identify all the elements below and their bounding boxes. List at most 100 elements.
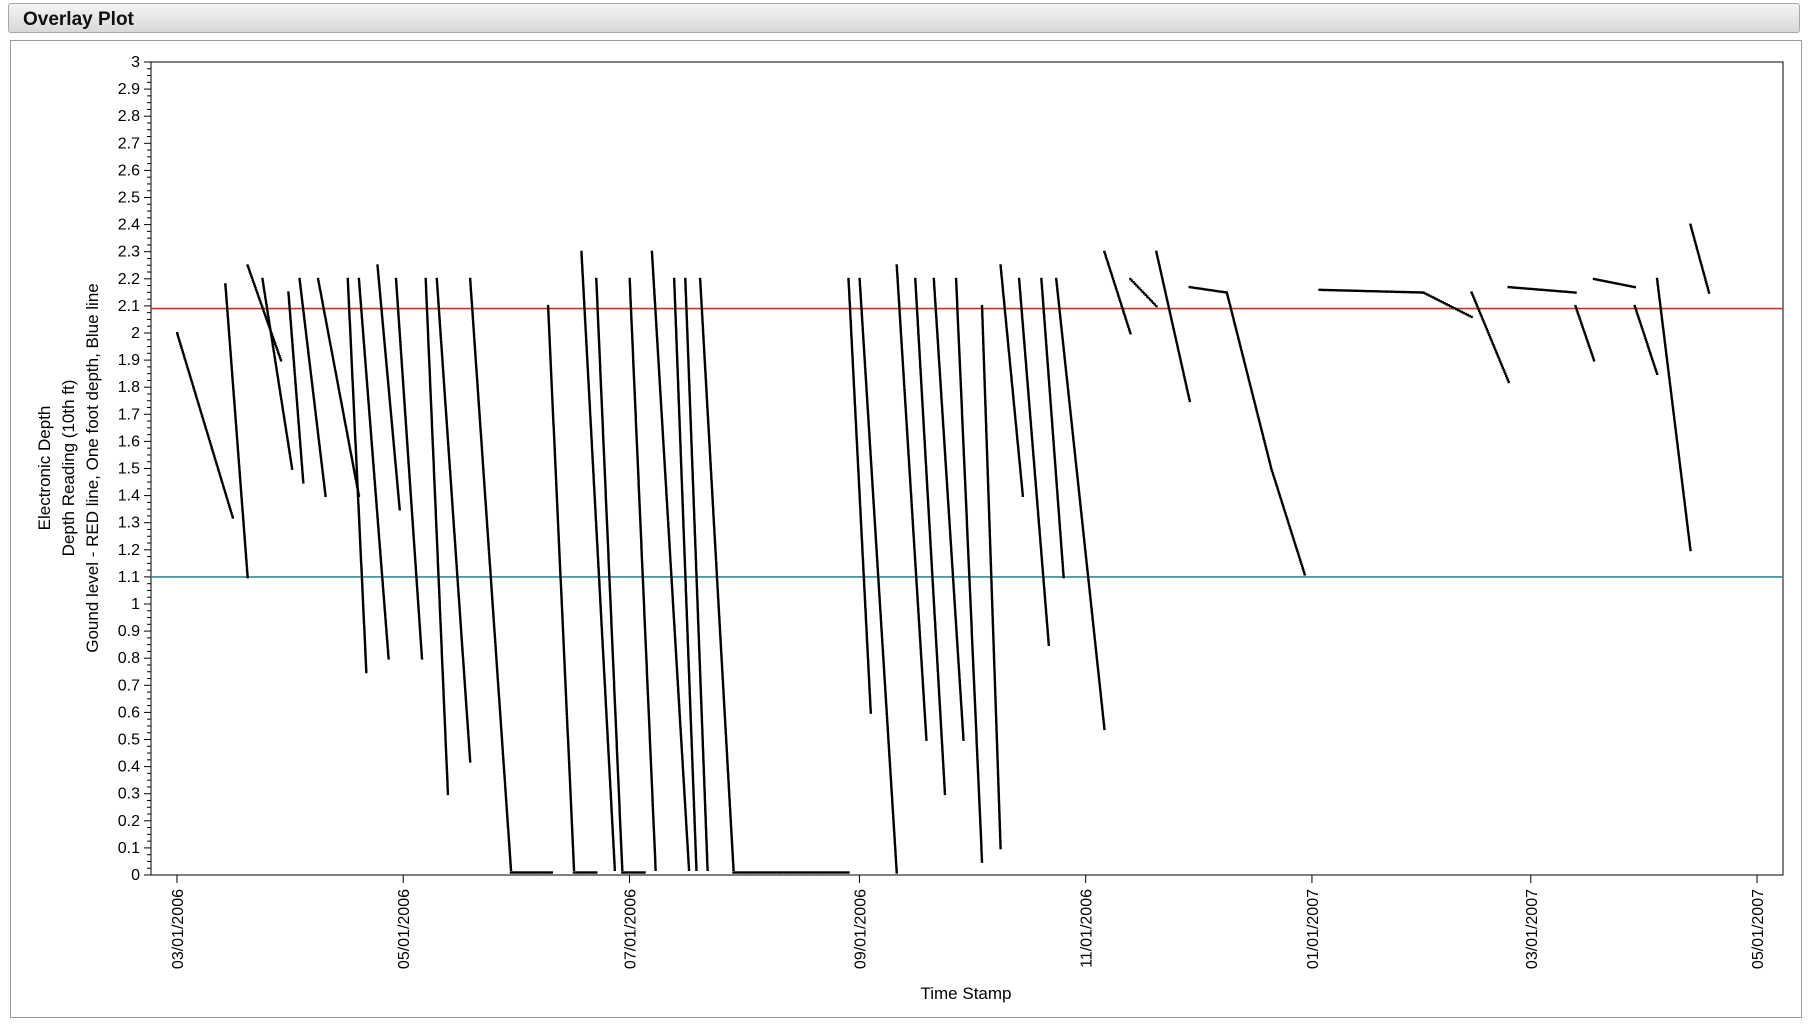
data-point (350, 356, 353, 360)
data-point (697, 629, 700, 632)
data-point (394, 459, 397, 463)
data-point (875, 557, 879, 560)
data-point (266, 319, 269, 323)
data-point (362, 604, 365, 608)
data-point (355, 473, 359, 476)
data-point (317, 280, 320, 283)
data-point (855, 431, 858, 435)
data-point (376, 519, 379, 522)
data-point (209, 442, 212, 445)
data-point (869, 460, 873, 463)
data-point (443, 709, 446, 712)
data-point (619, 824, 622, 828)
data-point (552, 432, 556, 435)
data-point (570, 817, 573, 821)
data-point (597, 567, 600, 570)
data-point (881, 642, 884, 646)
data-point (503, 782, 507, 786)
data-point (358, 530, 361, 533)
data-point (699, 282, 702, 285)
data-point (420, 648, 423, 651)
data-point (690, 440, 693, 443)
data-point (872, 499, 875, 503)
data-point (712, 515, 715, 518)
data-point (595, 534, 598, 537)
data-point (652, 285, 656, 289)
data-point (648, 734, 651, 737)
data-point (565, 718, 569, 722)
data-point (326, 327, 329, 331)
data-point (426, 315, 429, 318)
data-point (685, 598, 688, 601)
data-point (277, 352, 280, 356)
data-point (864, 378, 868, 382)
data-point (475, 374, 479, 377)
data-point (491, 609, 495, 612)
data-point (336, 381, 339, 385)
y-tick-label: 1.2 (118, 542, 140, 559)
data-point (614, 728, 618, 731)
data-point (853, 398, 856, 402)
data-point (406, 453, 410, 456)
data-point (699, 681, 702, 685)
data-point (350, 367, 354, 371)
data-point (438, 612, 442, 615)
data-point (490, 583, 493, 586)
data-point (436, 293, 440, 296)
data-point (874, 530, 877, 533)
data-point (310, 378, 313, 381)
data-point (685, 613, 688, 617)
data-point (899, 323, 902, 326)
data-point (732, 868, 735, 871)
data-point (350, 453, 353, 456)
data-point (559, 580, 562, 583)
data-point (602, 435, 605, 439)
data-point (647, 699, 650, 702)
data-point (677, 688, 680, 691)
data-point (483, 482, 486, 485)
data-point (398, 508, 401, 511)
data-point (474, 363, 478, 366)
data-point (407, 457, 410, 460)
data-point (709, 466, 712, 470)
data-point (682, 521, 685, 524)
data-point (367, 398, 370, 401)
data-point (608, 778, 612, 781)
data-point (290, 463, 293, 466)
data-point (393, 448, 396, 452)
data-point (647, 712, 650, 715)
data-point (548, 340, 551, 343)
data-point (590, 442, 593, 445)
data-point (571, 831, 574, 834)
data-point (705, 855, 709, 858)
data-point (665, 501, 669, 504)
data-point (652, 274, 655, 278)
data-point (607, 565, 611, 568)
data-point (348, 317, 351, 320)
data-point (720, 664, 724, 667)
data-point (705, 833, 708, 836)
data-point (609, 609, 613, 612)
data-point (888, 757, 891, 760)
data-point (714, 552, 717, 555)
data-point (689, 429, 693, 432)
data-point (226, 318, 230, 321)
data-point (349, 449, 352, 452)
data-point (558, 560, 561, 563)
data-point (492, 613, 495, 617)
data-point (376, 264, 379, 267)
data-point (673, 286, 676, 289)
data-point (346, 282, 350, 285)
data-point (689, 420, 692, 423)
data-point (458, 611, 462, 614)
data-point (685, 317, 688, 320)
data-point (293, 370, 296, 374)
data-point (435, 537, 439, 540)
data-point (596, 304, 599, 307)
data-point (597, 337, 601, 340)
data-point (558, 549, 561, 552)
data-point (894, 860, 898, 863)
data-point (562, 650, 566, 653)
data-point (508, 848, 511, 852)
data-point (857, 480, 861, 483)
